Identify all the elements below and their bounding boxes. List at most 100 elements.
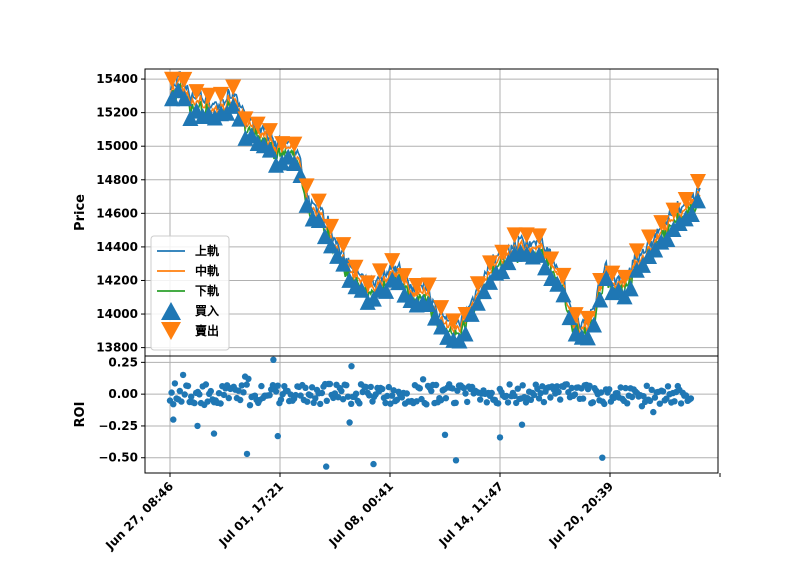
sell-marker — [212, 86, 229, 103]
roi-point — [659, 388, 667, 395]
buy-marker — [555, 286, 572, 303]
roi-point — [643, 382, 650, 389]
legend-swatch-sell — [161, 322, 181, 340]
roi-point — [235, 387, 242, 394]
sell-marker — [506, 227, 523, 244]
roi-point — [687, 395, 695, 402]
sell-marker — [518, 227, 535, 244]
sell-marker — [323, 218, 340, 235]
sell-marker — [665, 202, 682, 219]
roi-point — [677, 400, 685, 407]
buy-marker — [500, 254, 517, 271]
price-y-tick-label: 15400 — [96, 72, 138, 86]
roi-point — [238, 382, 245, 389]
buy-marker — [390, 274, 407, 291]
legend-label: 中軌 — [195, 263, 219, 278]
roi-point — [168, 389, 175, 396]
x-tick-label: Jun 27, 08:46 — [102, 479, 176, 553]
roi-point — [656, 400, 663, 407]
sell-marker — [371, 263, 388, 280]
buy-marker — [316, 228, 333, 245]
roi-y-tick-label: −0.25 — [98, 419, 138, 433]
buy-marker — [335, 255, 352, 272]
sell-marker — [176, 71, 193, 88]
sell-marker — [249, 116, 266, 133]
roi-point — [171, 380, 179, 387]
sell-marker — [677, 191, 694, 208]
roi-point — [379, 385, 386, 393]
sell-marker — [433, 300, 450, 317]
buy-marker — [457, 325, 474, 342]
price-y-tick-label: 14000 — [96, 307, 138, 321]
buy-marker — [549, 275, 566, 292]
roi-point — [477, 396, 484, 403]
roi-point — [210, 430, 218, 437]
roi-point — [339, 396, 347, 403]
sell-marker — [653, 215, 670, 232]
roi-point — [207, 387, 214, 395]
roi-point — [599, 454, 606, 461]
roi-point — [243, 381, 250, 388]
roi-point — [413, 398, 420, 405]
buy-marker — [616, 288, 633, 305]
buy-marker — [586, 316, 602, 333]
roi-point — [170, 416, 177, 423]
roi-point — [258, 382, 265, 390]
roi-point — [348, 363, 355, 370]
buy-marker — [365, 290, 382, 307]
buy-marker — [683, 205, 700, 222]
roi-point — [460, 385, 468, 392]
roi-point — [307, 392, 314, 399]
roi-point — [385, 383, 392, 391]
roi-frame — [144, 355, 719, 474]
buy-marker — [592, 291, 609, 308]
buy-marker — [206, 109, 223, 126]
price-grid — [145, 69, 718, 356]
roi-point — [352, 390, 360, 397]
roi-point — [506, 381, 513, 388]
roi-panel: 0.25 0.00 −0.25 −0.50 ROI — [73, 355, 719, 474]
roi-point — [323, 397, 330, 404]
roi-point — [483, 399, 490, 406]
buy-marker — [225, 97, 242, 114]
roi-point — [367, 383, 374, 391]
roi-point — [326, 380, 334, 388]
sell-marker — [286, 136, 303, 153]
roi-point — [540, 398, 548, 406]
sell-marker — [261, 123, 278, 140]
buy-marker — [530, 246, 547, 263]
sell-marker — [579, 310, 596, 327]
roi-point — [312, 395, 319, 402]
roi-point — [245, 375, 252, 382]
roi-point — [606, 386, 613, 393]
roi-point — [530, 391, 538, 399]
buy-marker — [378, 282, 395, 299]
roi-point — [519, 382, 526, 389]
roi-point — [387, 400, 394, 407]
buy-marker — [170, 82, 187, 99]
sell-marker — [274, 136, 291, 153]
price-y-ticks: 13800 14000 14200 14400 14600 14800 15000 15200… — [96, 72, 145, 355]
sell-marker — [420, 277, 437, 294]
roi-point — [194, 422, 201, 430]
roi-point — [547, 394, 554, 401]
roi-point — [382, 399, 389, 407]
roi-point — [292, 391, 299, 399]
roi-point — [423, 401, 430, 408]
legend-label: 買入 — [195, 304, 219, 318]
roi-point — [495, 400, 502, 407]
price-panel: 13800 14000 14200 14400 14600 14800 15000 15200… — [73, 68, 719, 357]
x-tick-label: Jul 14, 11:47 — [435, 479, 506, 550]
roi-point — [178, 398, 185, 405]
buy-marker — [475, 283, 492, 300]
buy-marker — [622, 280, 639, 297]
roi-point — [302, 384, 309, 391]
roi-point — [170, 401, 177, 408]
roi-point — [437, 397, 445, 404]
x-tick-label: Jul 08, 00:41 — [325, 479, 396, 550]
roi-point — [304, 398, 311, 405]
roi-point — [624, 400, 631, 407]
roi-point — [462, 390, 469, 397]
buy-marker — [329, 247, 346, 264]
